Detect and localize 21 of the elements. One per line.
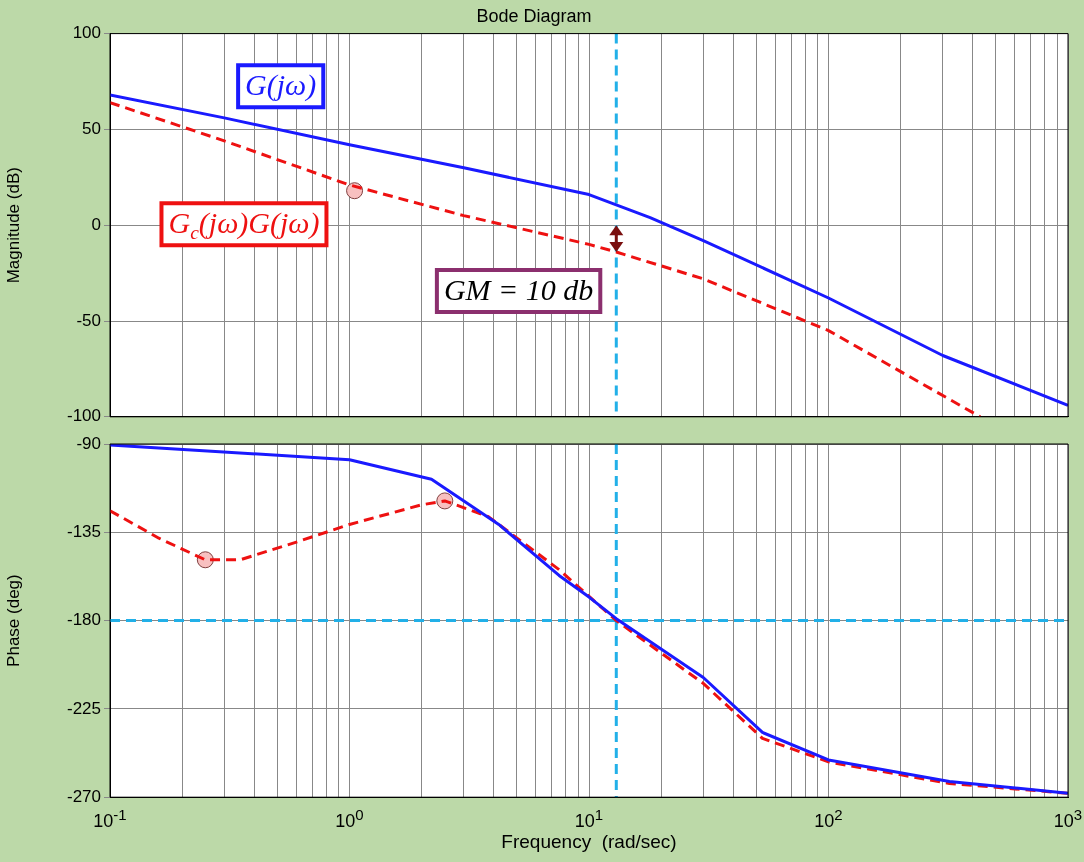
x-tick-label: 10$^{0}$ — [335, 805, 364, 832]
y-tick-label: -270 — [66, 786, 101, 806]
y-axis-title: Magnitude (dB) — [3, 167, 23, 284]
y-tick-label: -50 — [76, 310, 101, 330]
y-tick-label: -180 — [66, 610, 101, 630]
chart-title: Bode Diagram — [476, 5, 592, 26]
x-tick-label: 10$^{2}$ — [814, 805, 843, 832]
y-axis-title: Phase (deg) — [3, 574, 23, 667]
y-tick-label: -90 — [76, 433, 101, 453]
y-tick-label: -135 — [66, 521, 101, 541]
y-tick-label: -100 — [66, 406, 101, 426]
y-tick-label: 0 — [91, 214, 101, 234]
x-axis-title: Frequency (rad/sec) — [501, 830, 677, 852]
x-tick-label: 10$^{1}$ — [574, 805, 604, 832]
annotation: GM = 10 db — [443, 272, 594, 306]
y-tick-label: -225 — [66, 698, 101, 718]
x-tick-label: 10$^{3}$ — [1053, 805, 1083, 832]
y-tick-label: 100 — [72, 23, 101, 43]
y-tick-label: 50 — [82, 119, 101, 139]
series-label: G(jω) — [245, 68, 317, 103]
x-tick-label: 10$^{-1}$ — [93, 805, 127, 832]
